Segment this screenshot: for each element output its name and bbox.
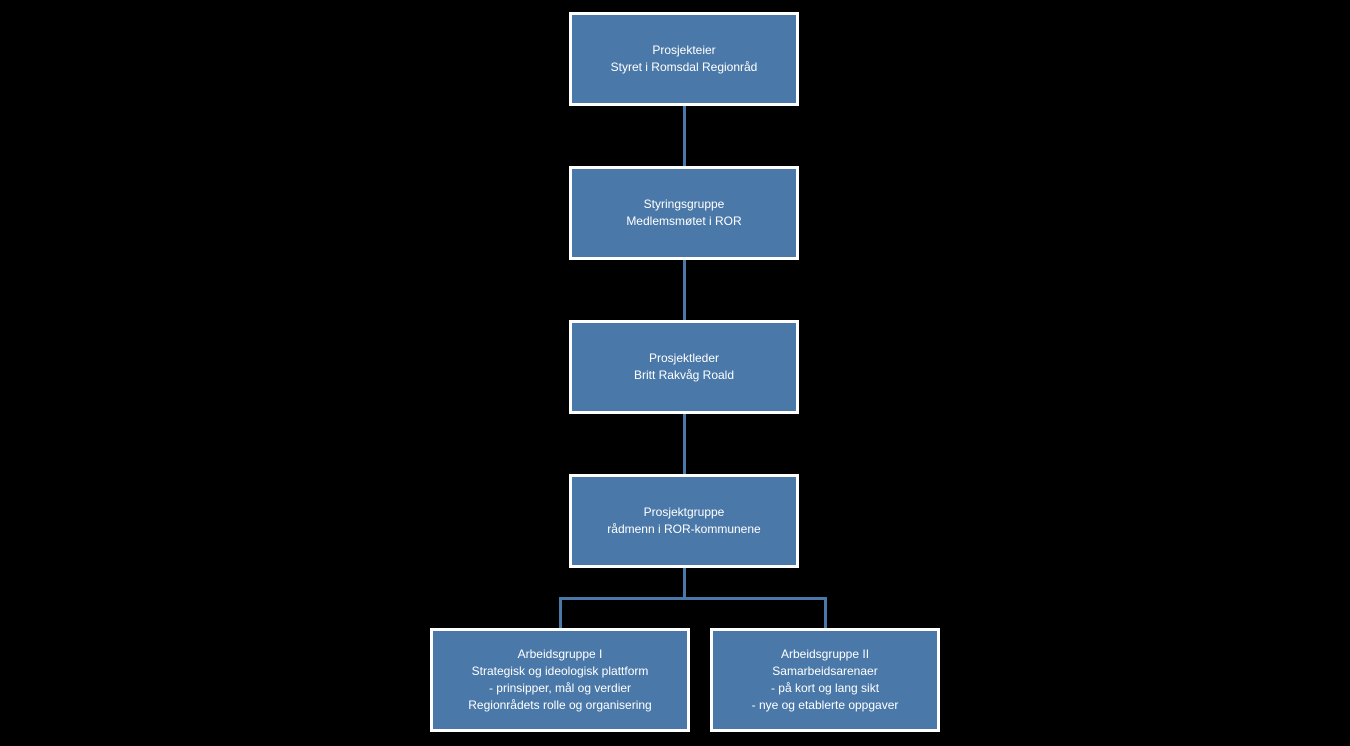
org-node-text: Styret i Romsdal Regionråd bbox=[611, 59, 758, 76]
connector bbox=[559, 598, 562, 628]
org-node-text: Strategisk og ideologisk plattform bbox=[472, 663, 649, 680]
connector bbox=[683, 260, 686, 320]
org-node-text: Styringsgruppe bbox=[644, 196, 725, 213]
org-node-text: rådmenn i ROR-kommunene bbox=[607, 521, 760, 538]
org-node-text: Medlemsmøtet i ROR bbox=[626, 213, 741, 230]
org-node-n2: StyringsgruppeMedlemsmøtet i ROR bbox=[569, 166, 799, 260]
org-node-text: - på kort og lang sikt bbox=[771, 680, 879, 697]
org-chart-canvas: ProsjekteierStyret i Romsdal RegionrådSt… bbox=[0, 0, 1350, 746]
org-node-n5: Arbeidsgruppe IStrategisk og ideologisk … bbox=[430, 628, 690, 732]
org-node-text: - prinsipper, mål og verdier bbox=[489, 680, 631, 697]
connector bbox=[683, 106, 686, 166]
connector bbox=[683, 414, 686, 474]
connector bbox=[559, 597, 827, 600]
org-node-n3: ProsjektlederBritt Rakvåg Roald bbox=[569, 320, 799, 414]
org-node-text: Samarbeidsarenaer bbox=[772, 663, 877, 680]
org-node-text: Arbeidsgruppe II bbox=[781, 646, 869, 663]
org-node-n6: Arbeidsgruppe IISamarbeidsarenaer- på ko… bbox=[710, 628, 940, 732]
org-node-n1: ProsjekteierStyret i Romsdal Regionråd bbox=[569, 12, 799, 106]
org-node-text: Prosjektleder bbox=[649, 350, 719, 367]
org-node-text: Prosjektgruppe bbox=[644, 504, 725, 521]
connector bbox=[824, 598, 827, 628]
org-node-text: Britt Rakvåg Roald bbox=[634, 367, 734, 384]
connector bbox=[683, 568, 686, 598]
org-node-text: Regionrådets rolle og organisering bbox=[468, 697, 651, 714]
org-node-n4: Prosjektgrupperådmenn i ROR-kommunene bbox=[569, 474, 799, 568]
org-node-text: Arbeidsgruppe I bbox=[518, 646, 603, 663]
org-node-text: - nye og etablerte oppgaver bbox=[752, 697, 899, 714]
org-node-text: Prosjekteier bbox=[652, 42, 715, 59]
